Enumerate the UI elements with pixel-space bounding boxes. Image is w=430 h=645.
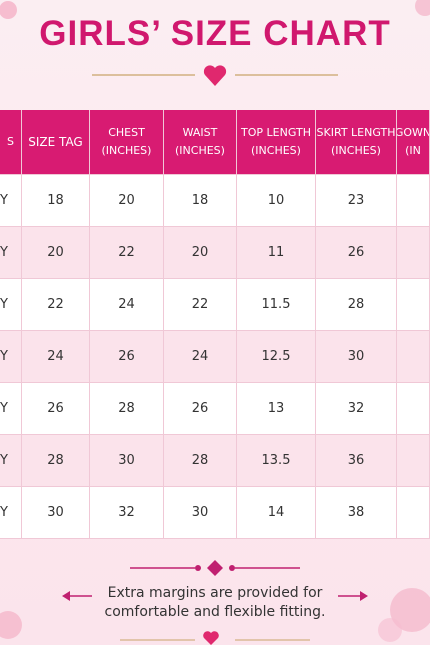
table-cell: Y xyxy=(0,435,22,487)
note-line: comfortable and flexible fitting. xyxy=(104,604,326,620)
table-cell: Y xyxy=(0,175,22,227)
table-cell: 28 xyxy=(90,383,164,435)
table-cell: 10 xyxy=(237,175,316,227)
table-cell xyxy=(397,175,430,227)
header-text: (INCHES) xyxy=(331,144,381,157)
table-cell: 26 xyxy=(164,383,237,435)
table-cell: Y xyxy=(0,279,22,331)
header-cell: S xyxy=(0,110,22,175)
header-cell: WAIST (INCHES) xyxy=(164,110,237,175)
table-cell: 28 xyxy=(164,435,237,487)
table-row: Y 24 26 24 12.5 30 xyxy=(0,331,430,383)
table-row: Y 26 28 26 13 32 xyxy=(0,383,430,435)
table-cell: 13 xyxy=(237,383,316,435)
table-cell: 14 xyxy=(237,487,316,539)
table-row: Y 20 22 20 11 26 xyxy=(0,227,430,279)
table-cell: 30 xyxy=(90,435,164,487)
table-cell: 24 xyxy=(22,331,90,383)
table-cell: 18 xyxy=(164,175,237,227)
table-cell xyxy=(397,435,430,487)
table-cell: Y xyxy=(0,227,22,279)
table-cell: 22 xyxy=(22,279,90,331)
table-cell: 26 xyxy=(316,227,397,279)
note-line: Extra margins are provided for xyxy=(107,585,323,601)
header-text: SKIRT LENGTH xyxy=(316,126,396,139)
table-cell: 30 xyxy=(316,331,397,383)
header-cell: SKIRT LENGTH (INCHES) xyxy=(316,110,397,175)
table-cell: Y xyxy=(0,487,22,539)
header-text: (IN xyxy=(405,144,421,157)
header-cell: CHEST (INCHES) xyxy=(90,110,164,175)
header-cell: GOWN (IN xyxy=(397,110,430,175)
header-text: TOP LENGTH xyxy=(241,126,311,139)
size-table: S SIZE TAG CHEST (INCHES) WAIST (INCHES) TOP L… xyxy=(0,110,430,539)
table-row: Y 28 30 28 13.5 36 xyxy=(0,435,430,487)
header-row: S SIZE TAG CHEST (INCHES) WAIST (INCHES) TOP L… xyxy=(0,110,430,175)
table-cell: 24 xyxy=(164,331,237,383)
table-row: Y 22 24 22 11.5 28 xyxy=(0,279,430,331)
table-cell: 11.5 xyxy=(237,279,316,331)
title: GIRLS’ SIZE CHART xyxy=(39,14,391,53)
table-cell: Y xyxy=(0,383,22,435)
table-cell: 23 xyxy=(316,175,397,227)
table-cell: 30 xyxy=(164,487,237,539)
table-cell: 20 xyxy=(22,227,90,279)
table-cell: 20 xyxy=(90,175,164,227)
table-cell: 22 xyxy=(164,279,237,331)
table-cell: 12.5 xyxy=(237,331,316,383)
table-cell xyxy=(397,331,430,383)
table-cell: 32 xyxy=(316,383,397,435)
table-cell: 22 xyxy=(90,227,164,279)
table-cell: 30 xyxy=(22,487,90,539)
table-cell: Y xyxy=(0,331,22,383)
table-row: Y 30 32 30 14 38 xyxy=(0,487,430,539)
table-cell xyxy=(397,383,430,435)
table-cell: 26 xyxy=(22,383,90,435)
header-text: S xyxy=(7,135,14,148)
header-text: (INCHES) xyxy=(101,144,152,157)
table-cell: 20 xyxy=(164,227,237,279)
table-row: Y 18 20 18 10 23 xyxy=(0,175,430,227)
table-cell: 38 xyxy=(316,487,397,539)
header-cell: TOP LENGTH (INCHES) xyxy=(237,110,316,175)
header-text: (INCHES) xyxy=(175,144,225,157)
table-cell xyxy=(397,279,430,331)
table-cell: 24 xyxy=(90,279,164,331)
table-cell: 32 xyxy=(90,487,164,539)
header-text: WAIST xyxy=(182,126,218,139)
table-cell xyxy=(397,227,430,279)
header-text: CHEST xyxy=(108,126,145,139)
header-cell: SIZE TAG xyxy=(22,110,90,175)
table-cell: 26 xyxy=(90,331,164,383)
table-cell xyxy=(397,487,430,539)
table-cell: 18 xyxy=(22,175,90,227)
header-text: (INCHES) xyxy=(251,144,301,157)
table-cell: 36 xyxy=(316,435,397,487)
table-cell: 28 xyxy=(22,435,90,487)
table-cell: 13.5 xyxy=(237,435,316,487)
header-text: GOWN xyxy=(397,126,430,139)
header-text: SIZE TAG xyxy=(28,135,83,149)
table-cell: 28 xyxy=(316,279,397,331)
table-cell: 11 xyxy=(237,227,316,279)
